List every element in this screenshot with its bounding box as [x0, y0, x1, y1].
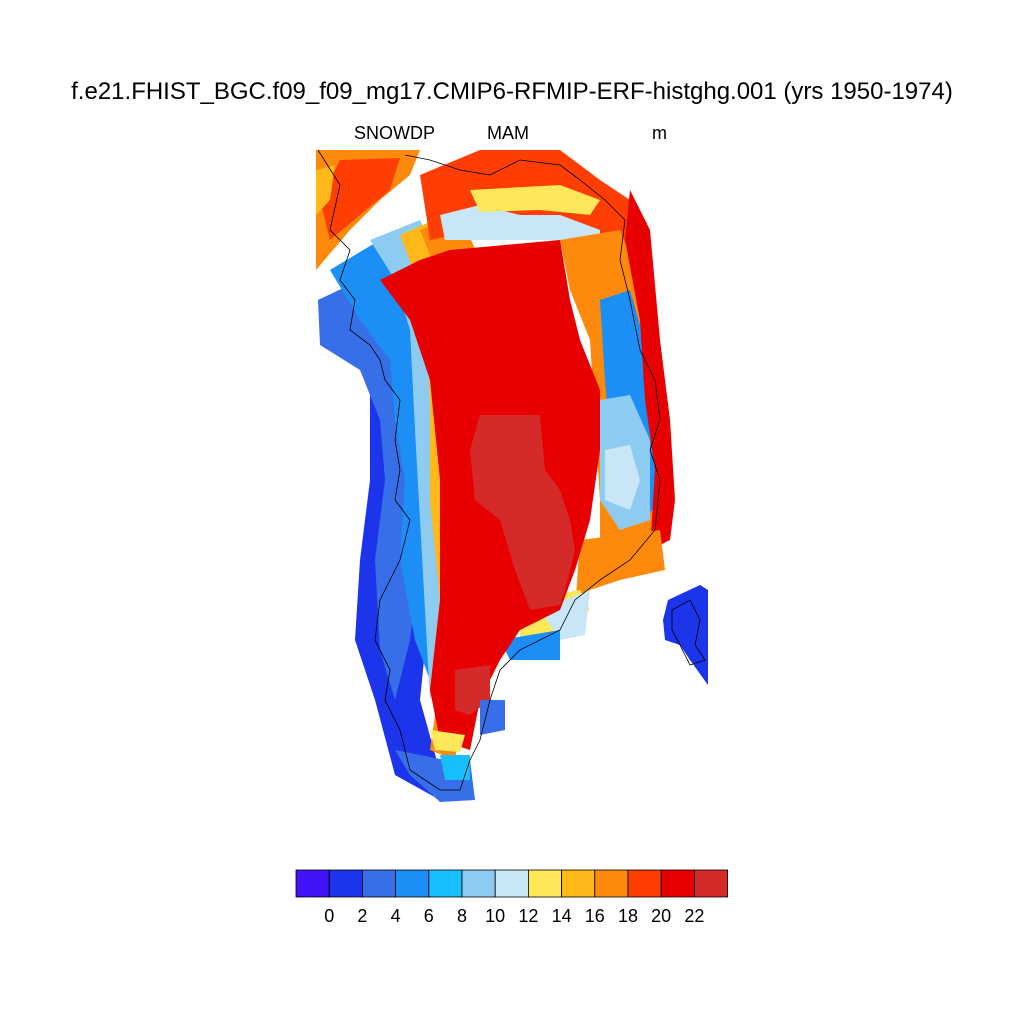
plot-title: f.e21.FHIST_BGC.f09_f09_mg17.CMIP6-RFMIP… — [71, 78, 953, 105]
colorbar-box — [328, 869, 363, 898]
colorbar-tick-label: 12 — [518, 906, 538, 926]
coastline-east-island — [671, 599, 706, 666]
map-cell-iceland — [663, 585, 708, 685]
colorbar-box — [461, 869, 496, 898]
season-label: MAM — [487, 123, 529, 143]
map-cell-nw-red — [320, 158, 400, 240]
coastline — [317, 149, 661, 791]
map-cell-interior-core — [470, 415, 575, 610]
units-label: m — [652, 123, 667, 143]
map-cell-south-tip-cyan — [440, 755, 470, 780]
colorbar-box — [428, 869, 463, 898]
colorbar-box — [494, 869, 529, 898]
colorbar-tick-label: 4 — [391, 906, 401, 926]
colorbar-tick-label: 14 — [552, 906, 572, 926]
colorbar-box — [295, 869, 330, 898]
colorbar-box — [627, 869, 662, 898]
map-cell-south-tip-yellow — [430, 730, 465, 752]
map-cell-se-lightblue — [540, 590, 590, 640]
colorbar-tick-label: 6 — [424, 906, 434, 926]
colorbar-tick-label: 18 — [618, 906, 638, 926]
variable-label: SNOWDP — [354, 123, 435, 143]
colorbar-tick-label: 22 — [684, 906, 704, 926]
map-cell-north-yellow — [470, 185, 600, 215]
colorbar-box — [395, 869, 430, 898]
colorbar-box — [694, 869, 729, 898]
colorbar-box — [561, 869, 596, 898]
colorbar-box — [361, 869, 396, 898]
colorbar-box — [528, 869, 563, 898]
map-cell-se-orange — [575, 530, 665, 610]
map-cell-nw-yellow — [316, 165, 335, 215]
colorbar-tick-label: 16 — [585, 906, 605, 926]
map-cell-east-white — [605, 445, 640, 510]
colorbar-tick-label: 8 — [457, 906, 467, 926]
map-cell-south-coast-blue — [480, 700, 505, 735]
map-cell-north-lightblue — [440, 205, 600, 250]
colorbar-tick-label: 10 — [485, 906, 505, 926]
colorbar-box — [660, 869, 695, 898]
colorbar-tick-label: 20 — [651, 906, 671, 926]
colorbar-tick-label: 2 — [357, 906, 367, 926]
colorbar-box — [594, 869, 629, 898]
colorbar-tick-label: 0 — [324, 906, 334, 926]
